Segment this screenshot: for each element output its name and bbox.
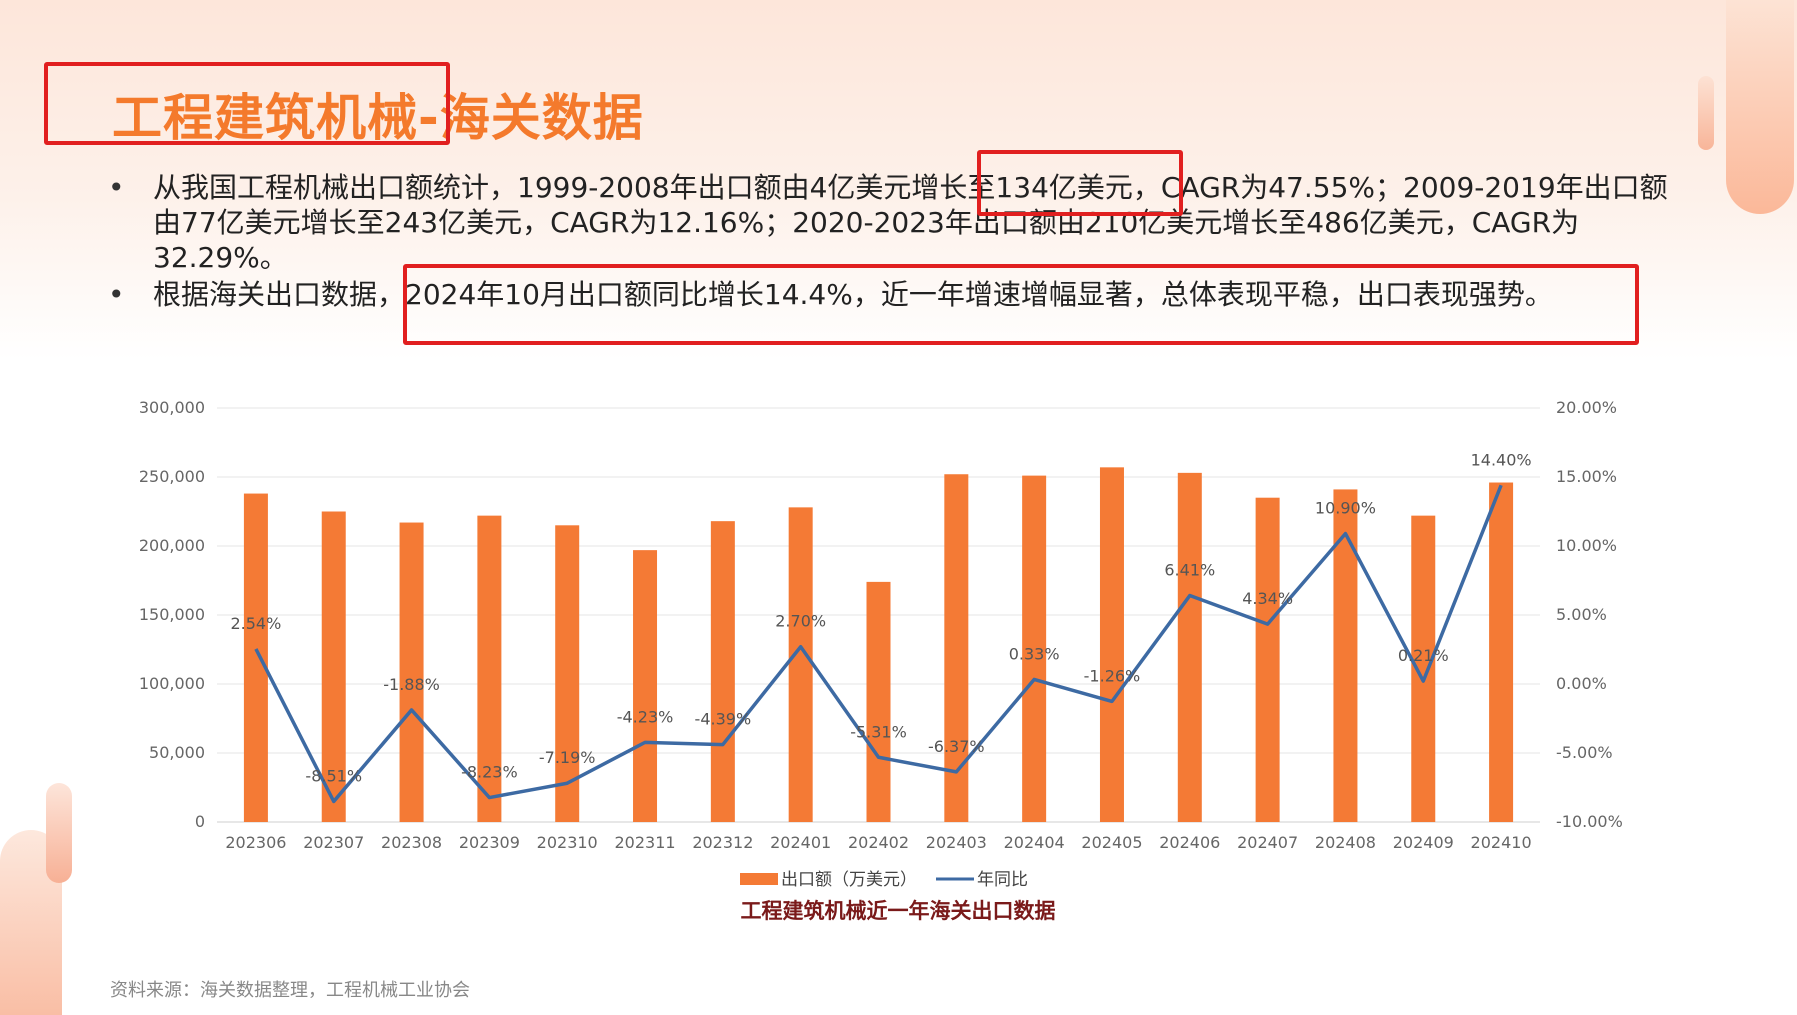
x-tick: 202407 <box>1237 833 1298 852</box>
chart-title: 工程建筑机械近一年海关出口数据 <box>741 899 1056 923</box>
decor-shape-right <box>1726 0 1794 214</box>
yoy-line <box>254 484 1503 804</box>
y-right-tick: 5.00% <box>1556 605 1607 624</box>
data-label: -1.26% <box>1084 666 1141 685</box>
bar <box>243 493 268 822</box>
bar <box>866 581 891 822</box>
x-tick: 202404 <box>1004 833 1065 852</box>
bullet-item-1: 从我国工程机械出口额统计，1999-2008年出口额由4亿美元增长至134亿美元… <box>108 170 1688 275</box>
y-left-tick: 50,000 <box>149 743 205 762</box>
highlight-box-oct-growth <box>403 264 1639 345</box>
bar <box>788 507 813 822</box>
slide-title: 工程建筑机械-海关数据 <box>112 89 644 147</box>
data-label: -6.37% <box>928 737 985 756</box>
y-right-tick: 20.00% <box>1556 398 1617 417</box>
x-tick: 202401 <box>770 833 831 852</box>
source-note: 资料来源：海关数据整理，工程机械工业协会 <box>110 980 470 1001</box>
y-axis-right: -10.00% -5.00% 0.00% 5.00% 10.00% 15.00% 20.00… <box>1556 398 1623 831</box>
bar <box>633 550 658 822</box>
x-tick: 202310 <box>537 833 598 852</box>
bar <box>1099 467 1124 822</box>
bar <box>399 522 424 822</box>
legend-bar-swatch <box>740 873 778 885</box>
bar <box>1333 489 1358 822</box>
x-axis: 202306 202307 202308 202309 202310 202311 2023… <box>225 833 1531 852</box>
data-label: -1.88% <box>383 675 440 694</box>
bar <box>1022 475 1047 822</box>
y-left-tick: 200,000 <box>139 536 205 555</box>
y-right-tick: -5.00% <box>1556 743 1613 762</box>
y-left-tick: 0 <box>195 812 205 831</box>
data-label: -5.31% <box>850 722 907 741</box>
legend-bar-label: 出口额（万美元） <box>781 870 917 890</box>
data-label: 0.33% <box>1009 644 1060 663</box>
data-label: -8.51% <box>305 766 362 785</box>
data-labels: 2.54% -8.51% -1.88% -8.23% -7.19% -4.23% -4.39… <box>230 450 1531 785</box>
data-label: 10.90% <box>1315 499 1376 518</box>
y-right-tick: 15.00% <box>1556 467 1617 486</box>
y-right-tick: 10.00% <box>1556 536 1617 555</box>
data-label: 4.34% <box>1242 589 1293 608</box>
legend: 出口额（万美元） 年同比 <box>740 870 1028 890</box>
bar <box>1255 497 1280 822</box>
y-right-tick: 0.00% <box>1556 674 1607 693</box>
legend-line-label: 年同比 <box>977 870 1028 890</box>
x-tick: 202311 <box>614 833 675 852</box>
bars <box>243 467 1514 822</box>
y-left-tick: 250,000 <box>139 467 205 486</box>
bullet-list: 从我国工程机械出口额统计，1999-2008年出口额由4亿美元增长至134亿美元… <box>108 170 1688 314</box>
data-label: 2.54% <box>230 614 281 633</box>
y-right-tick: -10.00% <box>1556 812 1623 831</box>
data-label: -8.23% <box>461 763 518 782</box>
x-tick: 202307 <box>303 833 364 852</box>
data-label: 6.41% <box>1164 561 1215 580</box>
x-tick: 202410 <box>1471 833 1532 852</box>
highlight-box-title <box>44 62 450 145</box>
x-tick: 202405 <box>1081 833 1142 852</box>
bar <box>1489 482 1514 822</box>
bar <box>321 511 346 822</box>
x-tick: 202402 <box>848 833 909 852</box>
y-left-tick: 300,000 <box>139 398 205 417</box>
bullet-item-2: 根据海关出口数据，2024年10月出口额同比增长14.4%，近一年增速增幅显著，… <box>108 277 1688 312</box>
x-tick: 202309 <box>459 833 520 852</box>
y-axis-left: 0 50,000 100,000 150,000 200,000 250,000 300,0… <box>139 398 205 831</box>
decor-shape-left-small <box>46 783 72 883</box>
data-label: 2.70% <box>775 612 826 631</box>
y-left-tick: 100,000 <box>139 674 205 693</box>
y-left-tick: 150,000 <box>139 605 205 624</box>
highlight-box-134 <box>977 150 1183 216</box>
x-tick: 202409 <box>1393 833 1454 852</box>
data-label: -4.39% <box>695 710 752 729</box>
data-label: 0.21% <box>1398 646 1449 665</box>
bar <box>1177 472 1202 822</box>
export-chart: 2.54% -8.51% -1.88% -8.23% -7.19% -4.23% -4.39… <box>139 398 1623 923</box>
yoy-polyline <box>254 484 1503 804</box>
x-tick: 202408 <box>1315 833 1376 852</box>
x-tick: 202306 <box>225 833 286 852</box>
data-label: 14.40% <box>1471 450 1532 469</box>
x-tick: 202308 <box>381 833 442 852</box>
bar <box>477 515 502 822</box>
x-tick: 202403 <box>926 833 987 852</box>
data-label: -4.23% <box>617 707 674 726</box>
bar <box>710 521 735 822</box>
data-label: -7.19% <box>539 748 596 767</box>
bar <box>555 525 580 822</box>
x-tick: 202406 <box>1159 833 1220 852</box>
decor-shape-right-small <box>1698 76 1714 150</box>
x-tick: 202312 <box>692 833 753 852</box>
